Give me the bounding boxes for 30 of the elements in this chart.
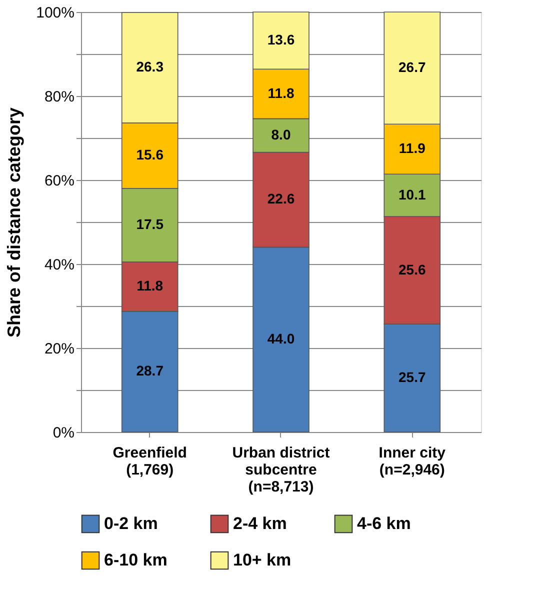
data-label: 11.8	[136, 278, 164, 294]
y-tick-label: 0%	[52, 424, 74, 442]
legend-label: 2-4 km	[233, 514, 287, 533]
data-label: 11.8	[268, 84, 294, 101]
y-tick-label: 100%	[36, 4, 74, 22]
data-label: 22.6	[267, 190, 295, 207]
data-label: 8.0	[271, 126, 291, 142]
data-label: 26.7	[398, 59, 426, 76]
y-axis-title: Share of distance category	[4, 107, 24, 338]
data-label: 26.3	[136, 58, 164, 75]
data-label: 15.6	[136, 146, 164, 163]
data-label: 28.7	[136, 362, 164, 379]
legend-label: 4-6 km	[357, 514, 411, 533]
data-label: 44.0	[267, 330, 295, 347]
data-label: 25.7	[398, 369, 426, 386]
data-label: 17.5	[136, 216, 164, 232]
data-label: 10.1	[398, 186, 426, 202]
data-label: 25.6	[398, 261, 426, 278]
y-tick-label: 40%	[44, 256, 74, 274]
x-tick-label: Inner city (n=2,946)	[378, 444, 446, 478]
x-tick-label: Urban district subcentre (n=8,713)	[232, 444, 330, 496]
legend-label: 6-10 km	[104, 550, 168, 570]
y-tick-label: 80%	[44, 88, 74, 106]
legend-label: 0-2 km	[104, 514, 158, 533]
y-tick-label: 60%	[44, 172, 74, 190]
legend-label: 10+ km	[233, 550, 292, 570]
x-tick-label: Greenfield (1,769)	[112, 444, 187, 478]
data-label: 11.9	[398, 140, 426, 156]
data-label: 13.6	[267, 32, 295, 48]
y-tick-label: 20%	[44, 340, 74, 358]
